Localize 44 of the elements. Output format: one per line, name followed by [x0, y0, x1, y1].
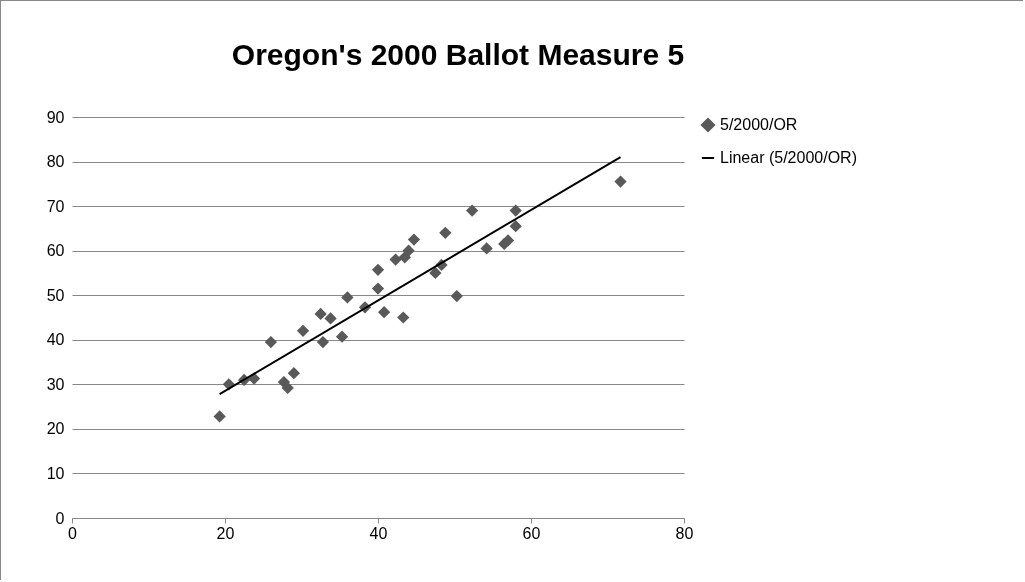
legend-label: 5/2000/OR	[720, 116, 798, 133]
x-tick-label: 60	[522, 524, 541, 542]
point	[324, 312, 337, 325]
x-tick-label: 80	[675, 524, 694, 542]
point	[341, 291, 354, 304]
point	[389, 253, 402, 266]
point	[450, 289, 463, 303]
point	[509, 220, 522, 233]
y-tick-label: 40	[46, 331, 65, 349]
point	[402, 244, 415, 257]
y-tick-label: 0	[55, 509, 65, 527]
point	[378, 306, 391, 319]
point	[397, 311, 410, 324]
x-tick-label: 20	[216, 524, 235, 542]
y-tick-label: 50	[46, 286, 65, 304]
x-tick-label: 40	[369, 524, 388, 542]
y-tick-label: 30	[46, 375, 65, 393]
point	[480, 242, 493, 255]
point	[371, 263, 385, 276]
y-tick-label: 10	[46, 464, 65, 482]
point	[281, 381, 294, 395]
point	[287, 367, 300, 380]
y-tick-label: 80	[46, 153, 65, 171]
y-tick-label: 70	[46, 197, 65, 215]
y-tick-label: 60	[46, 242, 65, 260]
point	[264, 335, 278, 349]
point	[439, 226, 452, 239]
point	[371, 282, 385, 295]
chart-title: Oregon's 2000 Ballot Measure 5	[231, 38, 685, 71]
point	[213, 410, 226, 423]
y-tick-label: 20	[46, 420, 65, 438]
point	[335, 330, 349, 343]
point	[316, 335, 330, 349]
point	[407, 233, 421, 246]
point	[465, 204, 479, 217]
point	[509, 204, 522, 217]
point	[614, 175, 627, 188]
point	[501, 234, 515, 247]
legend-label: Linear (5/2000/OR)	[720, 149, 857, 166]
y-tick-label: 90	[46, 108, 65, 126]
point	[429, 266, 442, 280]
point	[314, 307, 327, 321]
x-tick-label: 0	[68, 524, 78, 542]
point	[296, 324, 310, 337]
